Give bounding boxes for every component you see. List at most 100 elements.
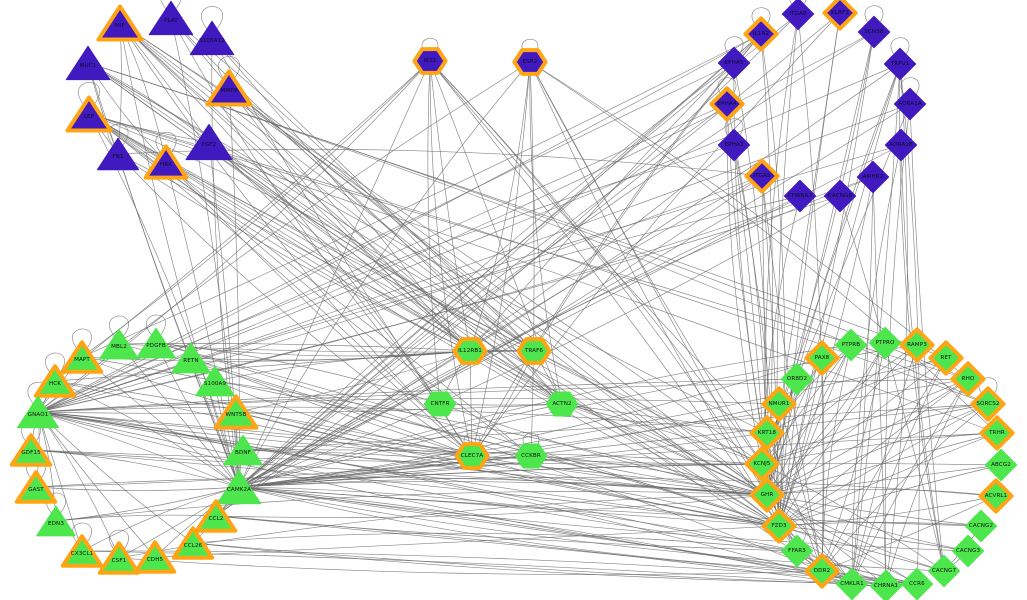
node-shape-triangle — [33, 364, 77, 398]
edge — [87, 62, 768, 496]
edge — [778, 357, 823, 527]
graph-node-clec7a[interactable]: CLEC7A — [454, 438, 490, 474]
edge — [238, 61, 531, 488]
graph-node-irs1[interactable]: IRS1 — [412, 43, 448, 79]
edge — [37, 103, 728, 413]
self-loop-edge — [72, 522, 92, 547]
graph-node-fgf2[interactable]: FGF2 — [185, 118, 233, 166]
edge — [54, 60, 431, 382]
edge — [37, 144, 735, 413]
edge — [471, 33, 762, 457]
graph-node-itga8[interactable]: ITGA8 — [778, 0, 818, 34]
edge — [235, 411, 768, 496]
edge — [81, 486, 240, 552]
graph-node-hrk[interactable]: HRK — [143, 140, 189, 184]
node-shape-diamond — [884, 128, 918, 162]
edge — [228, 87, 471, 352]
graph-node-cntfr[interactable]: CNTFR — [422, 386, 458, 422]
edge — [208, 141, 441, 405]
self-loop-edge — [900, 77, 920, 100]
graph-node-il12rb1[interactable]: IL12RB1 — [452, 333, 488, 369]
graph-node-cdh5[interactable]: CDH5 — [133, 536, 177, 578]
graph-node-esr2[interactable]: ESR2 — [512, 44, 548, 80]
edge — [761, 463, 853, 585]
graph-node-adra1a[interactable]: ADRA1A — [890, 84, 930, 124]
graph-node-trpv1[interactable]: TRPV1 — [880, 44, 920, 84]
edge — [119, 22, 563, 405]
graph-node-s100a12[interactable]: S100A12 — [189, 15, 235, 61]
node-shape-triangle — [96, 137, 140, 171]
self-loop-edge — [78, 82, 100, 109]
edge — [778, 525, 945, 572]
graph-node-ccl26[interactable]: CCL26 — [171, 522, 215, 564]
edge — [429, 60, 763, 465]
node-shape-diamond — [856, 160, 890, 194]
edge — [238, 378, 969, 488]
edge — [88, 113, 768, 496]
edge — [37, 403, 563, 414]
edge — [215, 515, 798, 552]
graph-node-itga5[interactable]: ITGA5 — [742, 156, 782, 196]
self-loop-edge — [109, 315, 129, 340]
graph-node-muc1[interactable]: MUC1 — [65, 40, 111, 86]
edge — [55, 491, 768, 522]
node-shape-diamond — [744, 446, 780, 482]
node-shape-hexagon — [514, 443, 548, 469]
node-shape-triangle — [136, 327, 176, 359]
node-shape-diamond — [893, 87, 927, 121]
node-shape-diamond — [899, 327, 935, 363]
edge — [88, 113, 471, 352]
node-shape-diamond — [834, 328, 868, 362]
edge — [766, 378, 969, 496]
edge — [37, 411, 798, 552]
edge — [214, 380, 473, 457]
edge — [190, 357, 768, 496]
graph-node-cacng8[interactable]: CACNG8 — [820, 176, 860, 216]
node-shape-hexagon — [512, 48, 548, 76]
edge — [471, 455, 780, 527]
edge — [778, 403, 989, 527]
edge — [87, 62, 471, 352]
graph-node-chrna7[interactable]: CHRNA7 — [780, 176, 820, 216]
self-loop-edge — [107, 123, 129, 149]
edge — [733, 144, 780, 527]
edge — [469, 350, 768, 496]
graph-node-actn2[interactable]: ACTN2 — [544, 386, 580, 422]
self-loop-edge — [201, 6, 223, 33]
self-loop-edge — [72, 328, 92, 353]
edge — [54, 380, 473, 457]
graph-node-ccr6[interactable]: CCR6 — [897, 564, 937, 600]
edge — [238, 60, 431, 488]
graph-node-mmp9[interactable]: MMP9 — [205, 65, 253, 111]
edge — [821, 357, 825, 572]
self-loop-edge — [751, 7, 771, 30]
edge — [214, 350, 535, 382]
self-loop-edge — [218, 56, 240, 83]
edge — [88, 113, 763, 465]
edge — [778, 432, 998, 527]
edge — [561, 403, 780, 527]
graph-node-epha5[interactable]: EPHA5 — [714, 43, 754, 83]
graph-node-traf6[interactable]: TRAF6 — [516, 333, 552, 369]
graph-node-epha4[interactable]: EPHA4 — [707, 84, 747, 124]
edge — [88, 113, 473, 457]
node-shape-triangle — [189, 20, 235, 56]
edge — [118, 557, 823, 575]
graph-node-fn1[interactable]: FN1 — [96, 132, 140, 176]
node-shape-diamond — [970, 386, 1006, 422]
graph-node-cckbr[interactable]: CCKBR — [513, 438, 549, 474]
node-shape-diamond — [761, 386, 797, 422]
edge — [155, 342, 240, 488]
node-shape-triangle — [97, 541, 141, 575]
edge — [561, 403, 768, 496]
node-shape-triangle — [65, 95, 113, 133]
edge — [766, 357, 947, 434]
edge — [238, 103, 728, 488]
node-shape-diamond — [717, 46, 751, 80]
edge — [238, 357, 947, 488]
edge — [530, 455, 768, 496]
edge — [155, 342, 780, 527]
node-shape-diamond — [749, 415, 785, 451]
